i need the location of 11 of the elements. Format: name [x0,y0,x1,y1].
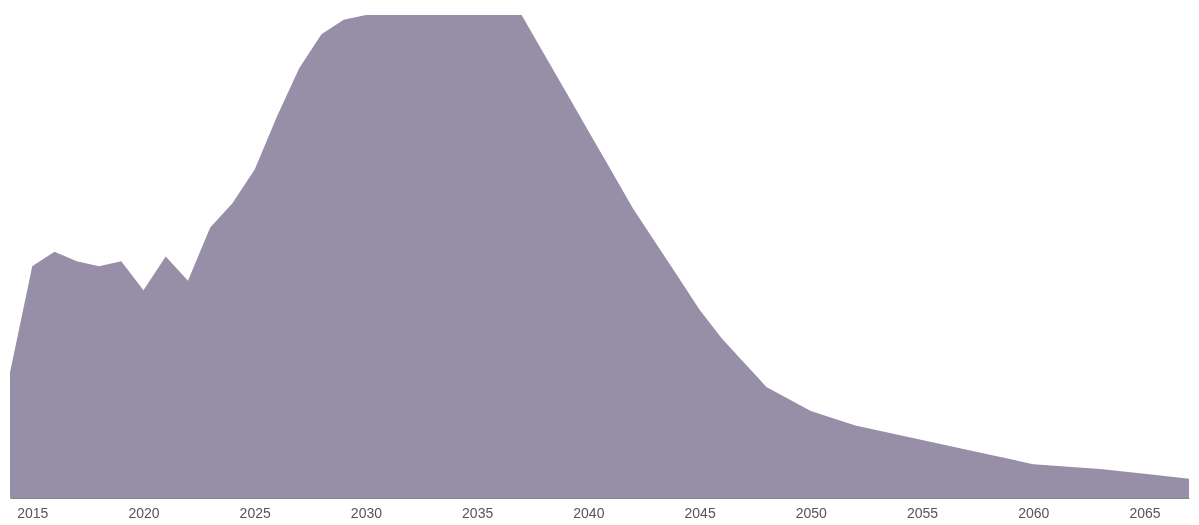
x-tick-label: 2040 [573,504,605,521]
x-tick-label: 2020 [128,504,160,521]
x-tick-label: 2035 [462,504,494,521]
x-tick-label: 2015 [17,504,49,521]
x-tick-label: 2055 [906,504,939,521]
x-tick-label: 2030 [350,504,383,521]
x-tick-label: 2025 [239,504,271,521]
x-tick-label: 2065 [1129,504,1161,521]
x-tick-label: 2045 [684,504,716,521]
x-tick-label: 2050 [795,504,828,521]
x-tick-label: 2060 [1018,504,1050,521]
